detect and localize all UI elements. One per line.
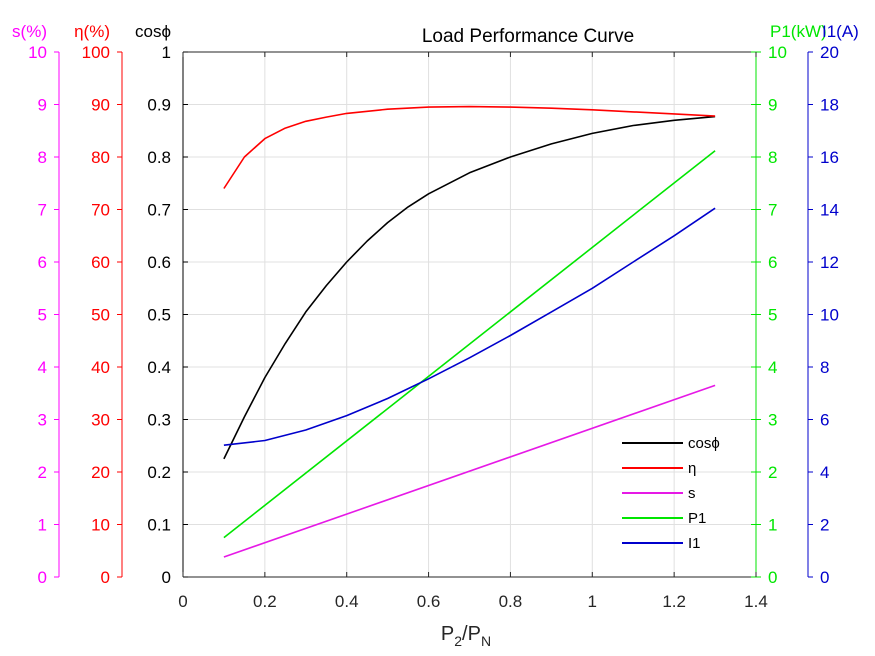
y-tick-label: 7 <box>38 201 47 220</box>
y-tick-label: 3 <box>768 411 777 430</box>
y-tick-label: 14 <box>820 201 839 220</box>
y-tick-label: 6 <box>38 253 47 272</box>
y-tick-label: 1 <box>38 516 47 535</box>
y-tick-label: 8 <box>768 148 777 167</box>
x-axis-label: P2/PN <box>441 623 491 649</box>
plot-area <box>183 51 756 578</box>
y-axis-label-cos: cosϕ <box>135 22 171 41</box>
legend-label-p1: P1 <box>688 510 706 527</box>
y-tick-label: 6 <box>820 411 829 430</box>
y-axis-s: 0 1 2 3 4 5 6 7 8 9 10 s(%) <box>12 22 60 587</box>
y-tick-label: 12 <box>820 253 839 272</box>
y-tick-label: 0.3 <box>147 411 171 430</box>
y-tick-label: 1 <box>768 516 777 535</box>
y-axis-label-s: s(%) <box>12 22 47 41</box>
x-tick-label: 1 <box>588 592 597 611</box>
y-tick-label: 5 <box>768 306 777 325</box>
x-tick-label: 0 <box>178 592 187 611</box>
y-tick-label: 2 <box>820 516 829 535</box>
x-tick-label: 0.4 <box>335 592 359 611</box>
y-tick-label: 0.6 <box>147 253 171 272</box>
y-tick-label: 18 <box>820 96 839 115</box>
y-tick-label: 40 <box>91 358 110 377</box>
legend: cosϕ ηs P1 I1 <box>622 435 720 552</box>
series-line-i1 <box>223 207 716 446</box>
legend-label-i1: I1 <box>688 535 701 552</box>
x-tick-label: 0.8 <box>499 592 523 611</box>
x-tick-label: 0.6 <box>417 592 441 611</box>
series-line-s <box>223 384 716 558</box>
y-tick-label: 0 <box>101 568 110 587</box>
y-tick-label: 0.1 <box>147 516 171 535</box>
y-tick-label: 0.9 <box>147 96 171 115</box>
y-tick-label: 50 <box>91 306 110 325</box>
y-tick-label: 6 <box>768 253 777 272</box>
y-tick-label: 30 <box>91 411 110 430</box>
y-tick-label: 0.8 <box>147 148 171 167</box>
series-line-eta <box>223 105 716 189</box>
series-line-p1 <box>223 150 716 539</box>
y-tick-label: 80 <box>91 148 110 167</box>
y-tick-label: 0.2 <box>147 463 171 482</box>
y-tick-label: 2 <box>768 463 777 482</box>
x-tick-label: 1.2 <box>662 592 686 611</box>
y-tick-label: 5 <box>38 306 47 325</box>
y-tick-label: 70 <box>91 201 110 220</box>
y-tick-label: 3 <box>38 411 47 430</box>
y-tick-label: 20 <box>91 463 110 482</box>
y-axis-cos: 0 0.1 0.2 0.3 0.4 0.5 0.6 0.7 0.8 0.9 1 cosϕ <box>135 22 188 587</box>
y-axes: 012345678910s(%)0102030405060708090100η(… <box>12 22 859 587</box>
legend-label-eta: η <box>688 460 696 477</box>
x-tick-label: 0.2 <box>253 592 277 611</box>
y-tick-label: 8 <box>820 358 829 377</box>
y-tick-label: 2 <box>38 463 47 482</box>
chart-title: Load Performance Curve <box>422 26 634 47</box>
y-tick-label: 100 <box>82 43 110 62</box>
y-tick-label: 8 <box>38 148 47 167</box>
y-tick-label: 0 <box>38 568 47 587</box>
y-tick-label: 90 <box>91 96 110 115</box>
y-axis-i1: 0 2 4 6 8 10 12 14 16 18 20 I1(A) <box>807 22 859 587</box>
y-tick-label: 16 <box>820 148 839 167</box>
y-tick-label: 9 <box>38 96 47 115</box>
x-tick-label: 1.4 <box>744 592 768 611</box>
y-tick-label: 0.4 <box>147 358 171 377</box>
y-tick-label: 10 <box>28 43 47 62</box>
y-tick-label: 1 <box>162 43 171 62</box>
y-tick-label: 0 <box>162 568 171 587</box>
y-tick-label: 10 <box>768 43 787 62</box>
series-lines <box>223 105 716 558</box>
legend-label-cos: cosϕ <box>688 435 720 452</box>
grid-lines <box>183 52 756 577</box>
y-tick-label: 20 <box>820 43 839 62</box>
legend-label-s: s <box>688 485 696 502</box>
y-tick-label: 9 <box>768 96 777 115</box>
series-line-cos <box>223 115 716 460</box>
y-tick-label: 4 <box>820 463 829 482</box>
y-axis-label-i1: I1(A) <box>822 22 859 41</box>
y-tick-label: 10 <box>91 516 110 535</box>
y-tick-label: 0.7 <box>147 201 171 220</box>
y-tick-label: 0 <box>820 568 829 587</box>
y-axis-label-eta: η(%) <box>74 22 110 41</box>
y-axis-label-p1: P1(kW) <box>770 22 827 41</box>
y-axis-eta: 0 10 20 30 40 50 60 70 80 90 100 η(%) <box>74 22 123 587</box>
y-tick-label: 4 <box>768 358 777 377</box>
y-tick-label: 10 <box>820 306 839 325</box>
y-tick-label: 7 <box>768 201 777 220</box>
x-axis: 0 0.2 0.4 0.6 0.8 1 1.2 1.4 <box>178 52 768 611</box>
y-tick-label: 0.5 <box>147 306 171 325</box>
y-tick-label: 60 <box>91 253 110 272</box>
y-tick-label: 0 <box>768 568 777 587</box>
y-tick-label: 4 <box>38 358 47 377</box>
